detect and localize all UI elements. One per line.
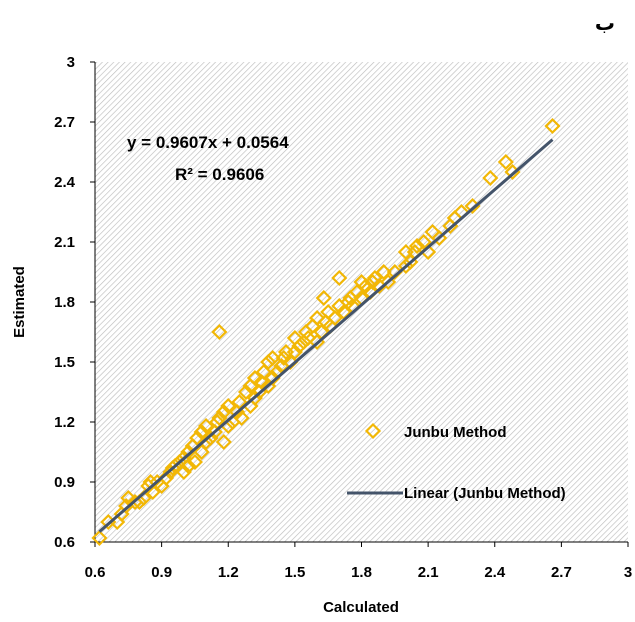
data-point [291, 337, 308, 355]
y-tick-labels: 0.6 0.9 1.2 1.5 1.8 2.1 2.4 2.7 3 [54, 54, 76, 551]
x-tick-label: 1.8 [351, 564, 372, 581]
legend-label-trendline: Linear (Junbu Method) [404, 485, 566, 502]
data-point [482, 169, 499, 187]
y-tick-label: 3 [67, 54, 75, 71]
data-point [544, 117, 561, 135]
x-tick-label: 2.1 [418, 564, 439, 581]
data-point [91, 529, 108, 547]
data-point [309, 309, 326, 327]
data-point [264, 349, 281, 367]
corner-label: ب [595, 11, 615, 35]
x-tick-label: 1.2 [218, 564, 239, 581]
data-point [231, 393, 248, 411]
y-tick-label: 2.1 [54, 234, 75, 251]
regression-equation: y = 0.9607x + 0.0564 [127, 133, 289, 152]
data-point [295, 333, 312, 351]
data-point [246, 369, 263, 387]
y-tick-label: 1.2 [54, 414, 75, 431]
y-tick-label: 2.4 [54, 174, 76, 191]
data-point [246, 389, 263, 407]
data-point [386, 263, 403, 281]
data-point [180, 457, 197, 475]
x-tick-label: 0.6 [85, 564, 106, 581]
x-tick-label: 0.9 [151, 564, 172, 581]
data-point [260, 353, 277, 371]
legend-label-points: Junbu Method [404, 424, 506, 441]
x-tick-label: 2.4 [484, 564, 506, 581]
data-point [264, 369, 281, 387]
data-point [315, 289, 332, 307]
y-tick-label: 0.9 [54, 474, 75, 491]
data-point [189, 429, 206, 447]
trendline [98, 138, 554, 533]
legend: Junbu Method Linear (Junbu Method) [347, 422, 566, 502]
data-point [220, 397, 237, 415]
data-point [175, 463, 192, 481]
y-tick-label: 1.5 [54, 354, 75, 371]
legend-point [364, 422, 382, 440]
data-point [364, 273, 381, 291]
y-tick-label: 1.8 [54, 294, 75, 311]
x-tick-label: 1.5 [284, 564, 305, 581]
data-point [215, 433, 232, 451]
data-point [120, 489, 137, 507]
data-point [211, 323, 228, 341]
data-point [357, 277, 374, 295]
data-point [197, 433, 215, 451]
data-point [286, 343, 303, 361]
data-point [233, 409, 250, 427]
y-tick-label: 0.6 [54, 534, 75, 551]
data-point [331, 269, 348, 287]
data-point [253, 373, 270, 391]
data-point [202, 429, 219, 447]
data-point [326, 309, 343, 327]
y-tick-label: 2.7 [54, 114, 75, 131]
data-point [215, 403, 232, 421]
data-point [162, 463, 179, 481]
legend-diamond-icon [364, 422, 382, 440]
data-point [237, 383, 255, 401]
x-tick-label: 3 [624, 564, 632, 581]
r-squared-label: R² = 0.9606 [175, 165, 264, 184]
x-tick-labels: 0.6 0.9 1.2 1.5 1.8 2.1 2.4 2.7 3 [85, 564, 633, 581]
data-point [497, 153, 514, 171]
plot-area [95, 62, 628, 542]
y-axis-title: Estimated [11, 266, 28, 338]
x-axis-title: Calculated [323, 599, 399, 616]
data-point [197, 417, 215, 435]
x-tick-label: 2.7 [551, 564, 572, 581]
data-point [211, 409, 228, 427]
axes [90, 61, 629, 547]
data-point [408, 237, 426, 255]
data-point [186, 453, 203, 471]
data-point [300, 329, 317, 347]
